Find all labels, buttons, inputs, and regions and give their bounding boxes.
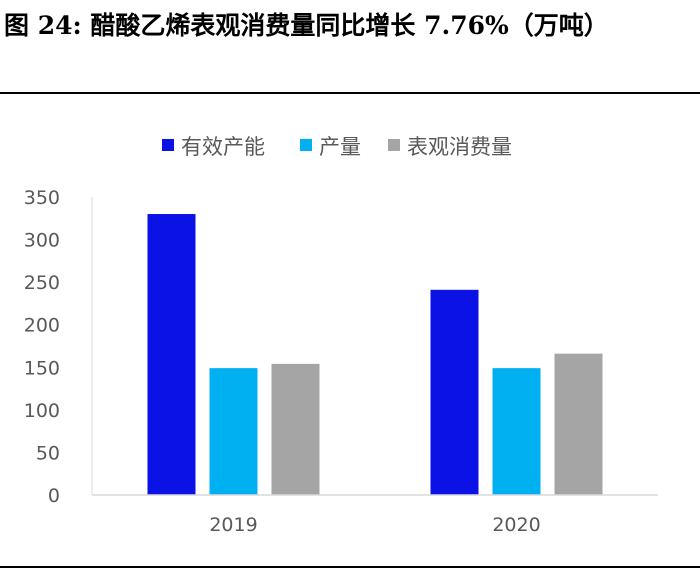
y-tick-label-100: 100 <box>24 400 60 422</box>
x-tick-label-2020: 2020 <box>492 514 540 536</box>
title-divider <box>0 92 700 94</box>
legend-label-表观消费量: 表观消费量 <box>407 135 512 159</box>
bar-产量-2019 <box>209 368 258 495</box>
bar-表观消费量-2019 <box>271 363 320 495</box>
bar-series <box>147 214 603 495</box>
bar-有效产能-2020 <box>430 289 479 495</box>
bottom-divider <box>0 566 700 568</box>
y-tick-label-200: 200 <box>24 315 60 337</box>
legend-swatch-产量 <box>300 139 312 151</box>
legend-swatch-有效产能 <box>162 139 174 151</box>
figure-title: 图 24: 醋酸乙烯表观消费量同比增长 7.76%（万吨） <box>4 11 609 40</box>
legend-swatch-表观消费量 <box>388 139 400 151</box>
bar-有效产能-2019 <box>147 214 196 495</box>
y-tick-label-250: 250 <box>24 272 60 294</box>
bar-表观消费量-2020 <box>554 353 603 495</box>
x-tick-label-2019: 2019 <box>209 514 257 536</box>
bar-产量-2020 <box>492 368 541 495</box>
y-tick-label-0: 0 <box>48 485 60 507</box>
y-tick-label-300: 300 <box>24 230 60 252</box>
y-tick-label-50: 50 <box>36 442 60 464</box>
legend-label-产量: 产量 <box>319 135 361 159</box>
legend-label-有效产能: 有效产能 <box>181 135 265 159</box>
y-axis: 0 50 100 150 200 250 300 350 <box>24 187 93 507</box>
y-tick-label-350: 350 <box>24 187 60 209</box>
y-tick-label-150: 150 <box>24 357 60 379</box>
x-axis: 2019 2020 <box>92 494 658 536</box>
legend: 有效产能 产量 表观消费量 <box>162 135 512 159</box>
